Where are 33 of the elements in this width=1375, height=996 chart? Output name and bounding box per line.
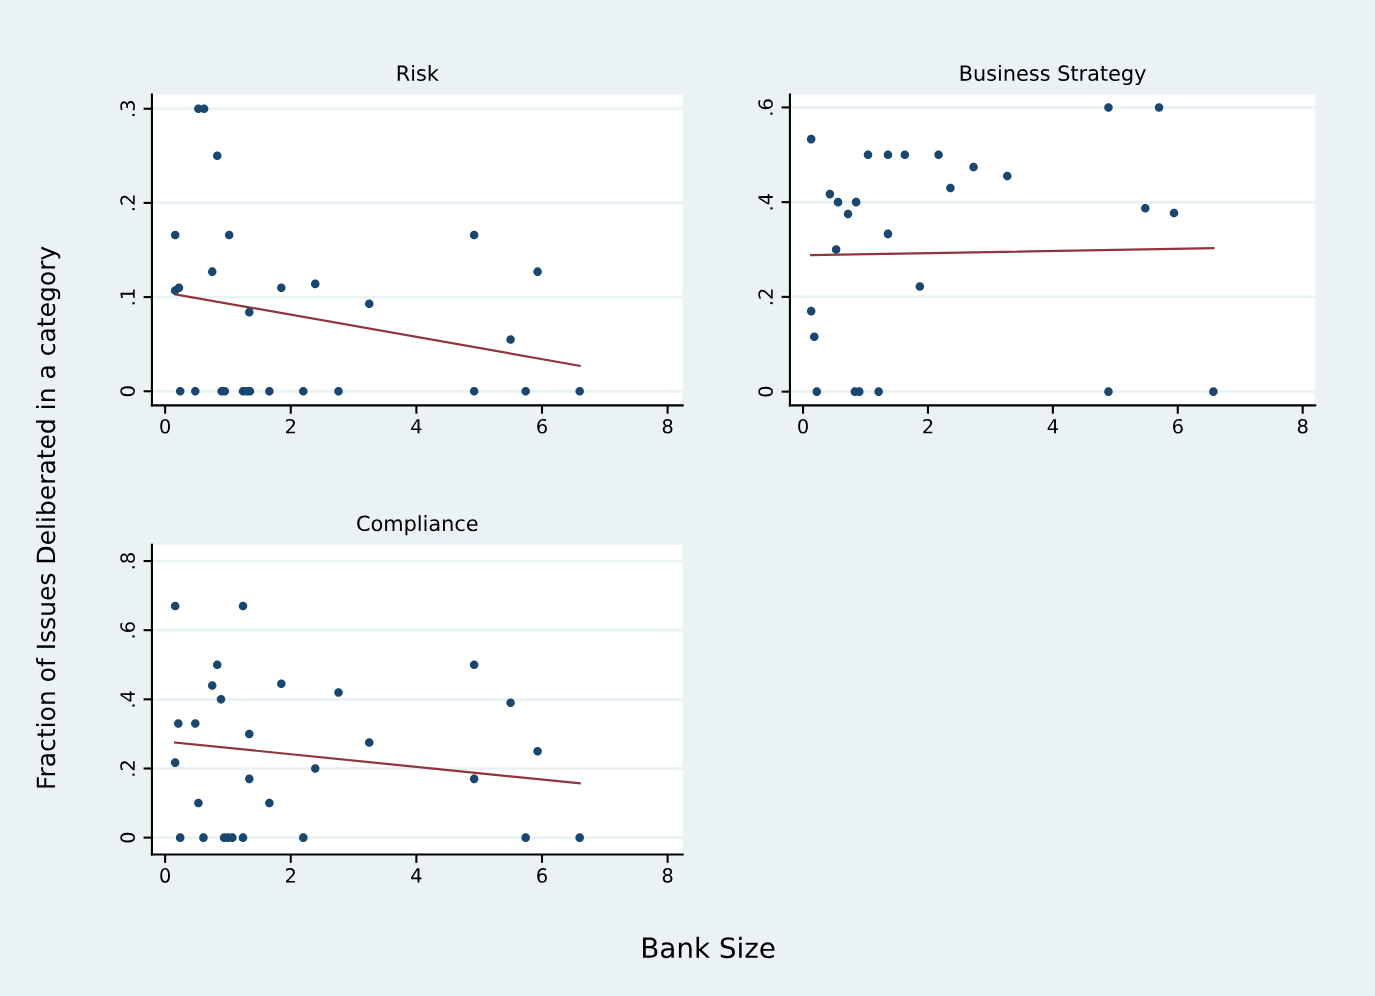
y-tick-label: 0 [120, 832, 135, 843]
x-tick-label: 2 [285, 418, 295, 434]
x-tick-label: 6 [537, 868, 547, 883]
x-tick-label: 4 [411, 868, 422, 883]
y-tick-label: .2 [120, 195, 135, 211]
x-tick-label: 0 [160, 868, 171, 883]
y-tick-label: .3 [120, 101, 135, 116]
x-tick-label: 8 [662, 868, 673, 883]
x-tick-label: 2 [923, 418, 933, 434]
y-tick-label: 0 [120, 386, 135, 397]
x-tick-label: 8 [1297, 418, 1308, 434]
x-tick-label: 4 [411, 419, 422, 434]
y-tick-label: .2 [758, 289, 773, 305]
x-tick-label: 2 [285, 868, 295, 883]
chart-title: Business Strategy [960, 64, 1146, 86]
y-tick-label: .6 [120, 622, 135, 638]
x-tick-label: 8 [662, 418, 673, 434]
x-tick-label: 0 [160, 418, 171, 434]
y-tick-label: .1 [120, 289, 135, 305]
x-tick-label: 4 [1047, 419, 1058, 434]
y-tick-label: .2 [120, 761, 135, 776]
chart-title: Compliance [357, 515, 478, 536]
x-tick-label: 0 [798, 418, 808, 434]
y-axis-title: Fraction of Issues Deliberated in a category [36, 246, 61, 788]
y-tick-label: 0 [758, 386, 773, 397]
y-tick-label: .4 [758, 193, 773, 210]
x-tick-label: 6 [1172, 418, 1183, 434]
y-tick-label: .8 [120, 553, 135, 569]
x-axis-title: Bank Size [643, 936, 775, 959]
y-tick-label: .4 [120, 691, 135, 707]
y-tick-label: .6 [758, 99, 773, 115]
x-tick-label: 6 [537, 418, 547, 434]
chart-title: Risk [397, 64, 439, 82]
